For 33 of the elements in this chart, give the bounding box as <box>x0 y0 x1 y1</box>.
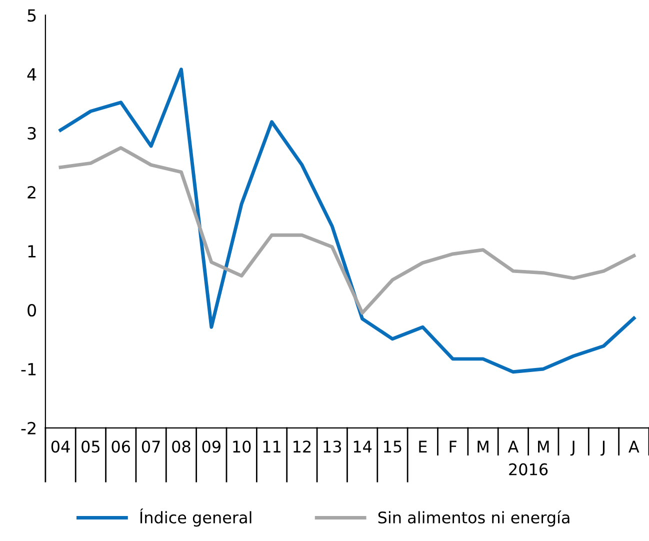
y-tick-label: 4 <box>27 68 36 80</box>
y-tick-label: 1 <box>28 245 36 258</box>
x-tick-label: A <box>628 440 640 452</box>
x-tick-label: F <box>450 440 457 452</box>
x-tick-label: 10 <box>233 440 251 453</box>
x-tick-label: 14 <box>354 440 372 452</box>
y-tick-label: -2 <box>21 422 36 434</box>
x-tick-label: J <box>570 440 574 456</box>
y-tick-label: -1 <box>21 363 36 376</box>
legend-label: Sin alimentos ni energía <box>378 510 570 527</box>
y-tick-label: 3 <box>28 127 36 140</box>
x-tick-label: 04 <box>51 440 70 453</box>
x-tick-label: 15 <box>384 440 402 453</box>
x-tick-label: A <box>508 440 519 452</box>
x-tick-label: J <box>600 440 605 456</box>
legend-label: Índice general <box>140 508 252 527</box>
line-series <box>58 146 636 315</box>
x-tick-label: 05 <box>82 440 100 453</box>
y-tick-label: 2 <box>28 186 36 198</box>
x-tick-label: 07 <box>142 440 160 453</box>
line-series <box>58 68 636 374</box>
x-tick-label: E <box>419 440 427 452</box>
x-tick-label: 12 <box>294 440 311 452</box>
y-tick-label: 0 <box>28 304 36 317</box>
x-tick-label: 13 <box>324 440 342 453</box>
x-tick-label: M <box>478 440 488 452</box>
x-tick-label: M <box>538 440 549 452</box>
y-tick-label: 5 <box>28 9 36 22</box>
x-tick-label: 06 <box>112 440 130 453</box>
x-tick-label: 11 <box>263 440 280 452</box>
x-tick-label: 09 <box>202 440 220 453</box>
text: 2016 <box>509 463 548 476</box>
x-tick-label: 08 <box>172 440 190 453</box>
